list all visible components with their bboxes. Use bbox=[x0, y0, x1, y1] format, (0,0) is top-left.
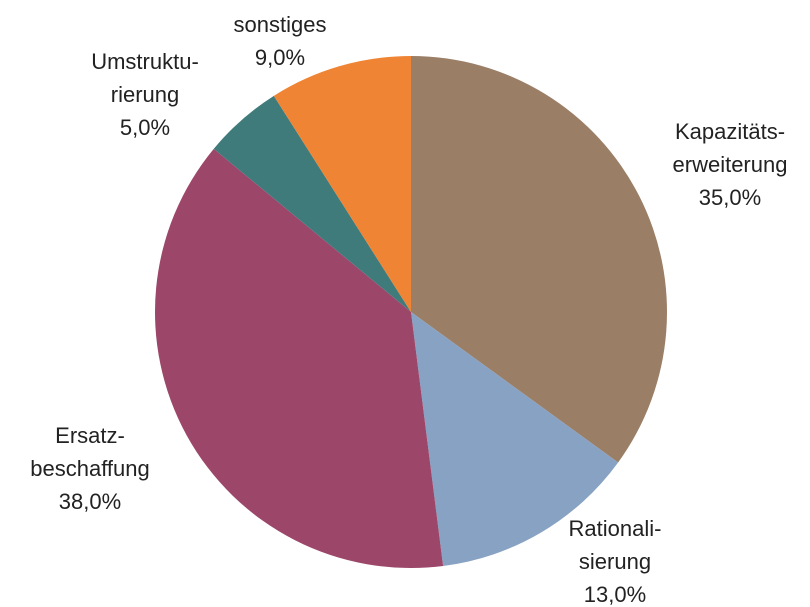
pie-slice bbox=[213, 95, 411, 312]
value-label: 35,0% bbox=[699, 185, 761, 210]
slice-label: erweiterung bbox=[673, 152, 788, 177]
value-label: 38,0% bbox=[59, 489, 121, 514]
slice-label: rierung bbox=[111, 82, 179, 107]
slice-label: Ersatz- bbox=[55, 423, 125, 448]
pie-slice bbox=[273, 56, 411, 312]
pie-slice bbox=[411, 312, 619, 566]
slice-label: sierung bbox=[579, 549, 651, 574]
slice-label: Umstruktu- bbox=[91, 49, 199, 74]
slice-label: Rationali- bbox=[569, 516, 662, 541]
value-label: 5,0% bbox=[120, 115, 170, 140]
value-label: 9,0% bbox=[255, 45, 305, 70]
pie-slice bbox=[155, 148, 444, 568]
pie-slice bbox=[411, 56, 667, 463]
value-label: 13,0% bbox=[584, 582, 646, 607]
slice-label: sonstiges bbox=[234, 12, 327, 37]
slice-label: Kapazitäts- bbox=[675, 119, 785, 144]
slice-label: beschaffung bbox=[30, 456, 149, 481]
